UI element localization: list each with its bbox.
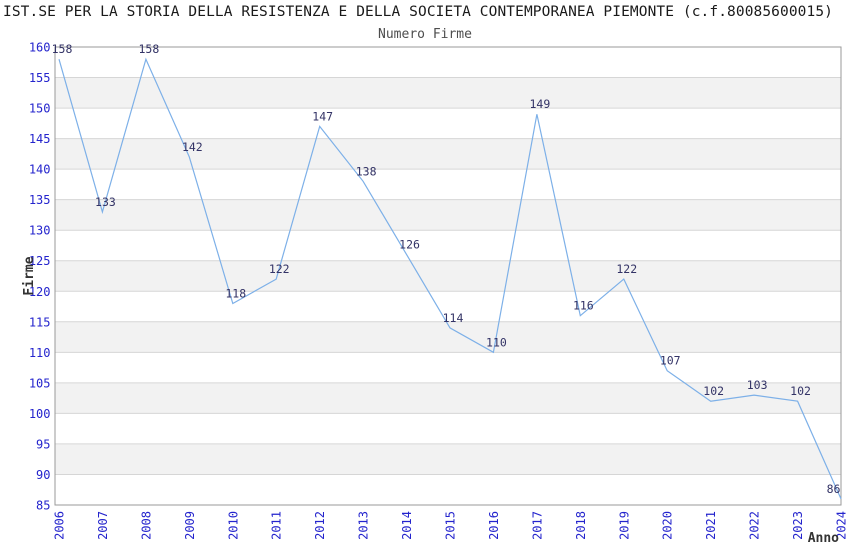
- data-label: 142: [182, 140, 203, 154]
- y-tick-label: 130: [29, 224, 51, 238]
- y-tick-label: 85: [36, 499, 50, 513]
- x-axis-title: Anno: [808, 531, 839, 546]
- y-tick-label: 110: [29, 346, 51, 360]
- data-label: 118: [225, 286, 246, 300]
- x-tick-label: 2013: [357, 511, 371, 540]
- plot-band: [55, 382, 841, 414]
- y-tick-label: 105: [29, 376, 51, 390]
- data-label: 116: [573, 299, 594, 313]
- data-label: 110: [486, 335, 507, 349]
- data-label: 149: [529, 97, 550, 111]
- plot-band: [55, 413, 841, 444]
- x-tick-label: 2012: [313, 511, 327, 540]
- data-label: 103: [747, 378, 768, 392]
- x-tick-label: 2021: [704, 511, 718, 540]
- x-tick-label: 2014: [400, 511, 414, 540]
- x-tick-label: 2019: [617, 511, 631, 540]
- y-axis-tick-labels: 85 90 95 100 105 110 115 120 125 130 135 140 145 150 1…: [29, 41, 51, 513]
- data-label: 138: [356, 164, 377, 178]
- plot-band: [55, 291, 841, 322]
- data-label: 122: [269, 262, 290, 276]
- plot-band: [55, 169, 841, 200]
- data-label: 126: [399, 238, 420, 252]
- plot-band: [55, 138, 841, 170]
- y-tick-label: 90: [36, 468, 50, 482]
- plot-bands: [55, 47, 841, 505]
- y-tick-label: 155: [29, 71, 51, 85]
- y-tick-label: 160: [29, 41, 51, 55]
- x-tick-label: 2018: [574, 511, 588, 540]
- data-label: 158: [52, 42, 73, 56]
- y-tick-label: 125: [29, 254, 51, 268]
- data-label: 114: [443, 311, 464, 325]
- y-tick-label: 115: [29, 315, 51, 329]
- data-label: 86: [827, 482, 841, 496]
- plot-border: [54, 46, 842, 506]
- plot-band: [55, 260, 841, 292]
- y-tick-label: 100: [29, 407, 51, 421]
- series-line: [58, 57, 842, 500]
- plot-band: [55, 321, 841, 353]
- x-tick-label: 2017: [530, 511, 544, 540]
- y-axis-title: Firme: [22, 256, 37, 295]
- x-tick-label: 2023: [791, 511, 805, 540]
- y-tick-label: 150: [29, 102, 51, 116]
- chart-subtitle: Numero Firme: [378, 27, 472, 42]
- x-tick-label: 2020: [661, 511, 675, 540]
- x-tick-label: 2007: [96, 511, 110, 540]
- data-label: 102: [703, 384, 724, 398]
- data-label: 147: [312, 109, 333, 123]
- data-label: 133: [95, 195, 116, 209]
- x-axis-tick-labels: 2006 2007 2008 2009 2010 2011 2012 2013 2014 2015…: [53, 511, 849, 540]
- plot-band: [55, 230, 841, 261]
- plot-band: [55, 77, 841, 109]
- plot-band: [55, 199, 841, 231]
- x-tick-label: 2010: [226, 511, 240, 540]
- plot-band: [55, 474, 841, 505]
- x-tick-label: 2008: [139, 511, 153, 540]
- y-tick-label: 95: [36, 437, 50, 451]
- plot-band: [55, 352, 841, 383]
- data-labels: 158 133 158 142 118 122 147 138 126 114 110 149 116 1…: [52, 42, 841, 496]
- chart-title: IST.SE PER LA STORIA DELLA RESISTENZA E …: [3, 4, 833, 20]
- x-tick-label: 2016: [487, 511, 501, 540]
- y-tick-label: 145: [29, 132, 51, 146]
- data-label: 158: [138, 42, 159, 56]
- y-tick-label: 135: [29, 193, 51, 207]
- x-tick-label: 2022: [748, 511, 762, 540]
- x-tick-label: 2015: [444, 511, 458, 540]
- data-label: 122: [616, 262, 637, 276]
- plot-band: [55, 108, 841, 139]
- data-label: 102: [790, 384, 811, 398]
- plot-band: [55, 47, 841, 78]
- plot-band: [55, 443, 841, 475]
- y-tick-label: 120: [29, 285, 51, 299]
- y-tick-label: 140: [29, 163, 51, 177]
- x-tick-label: 2011: [270, 511, 284, 540]
- x-tick-label: 2024: [835, 511, 849, 540]
- x-tick-label: 2009: [183, 511, 197, 540]
- data-label: 107: [660, 354, 681, 368]
- x-tick-label: 2006: [53, 511, 67, 540]
